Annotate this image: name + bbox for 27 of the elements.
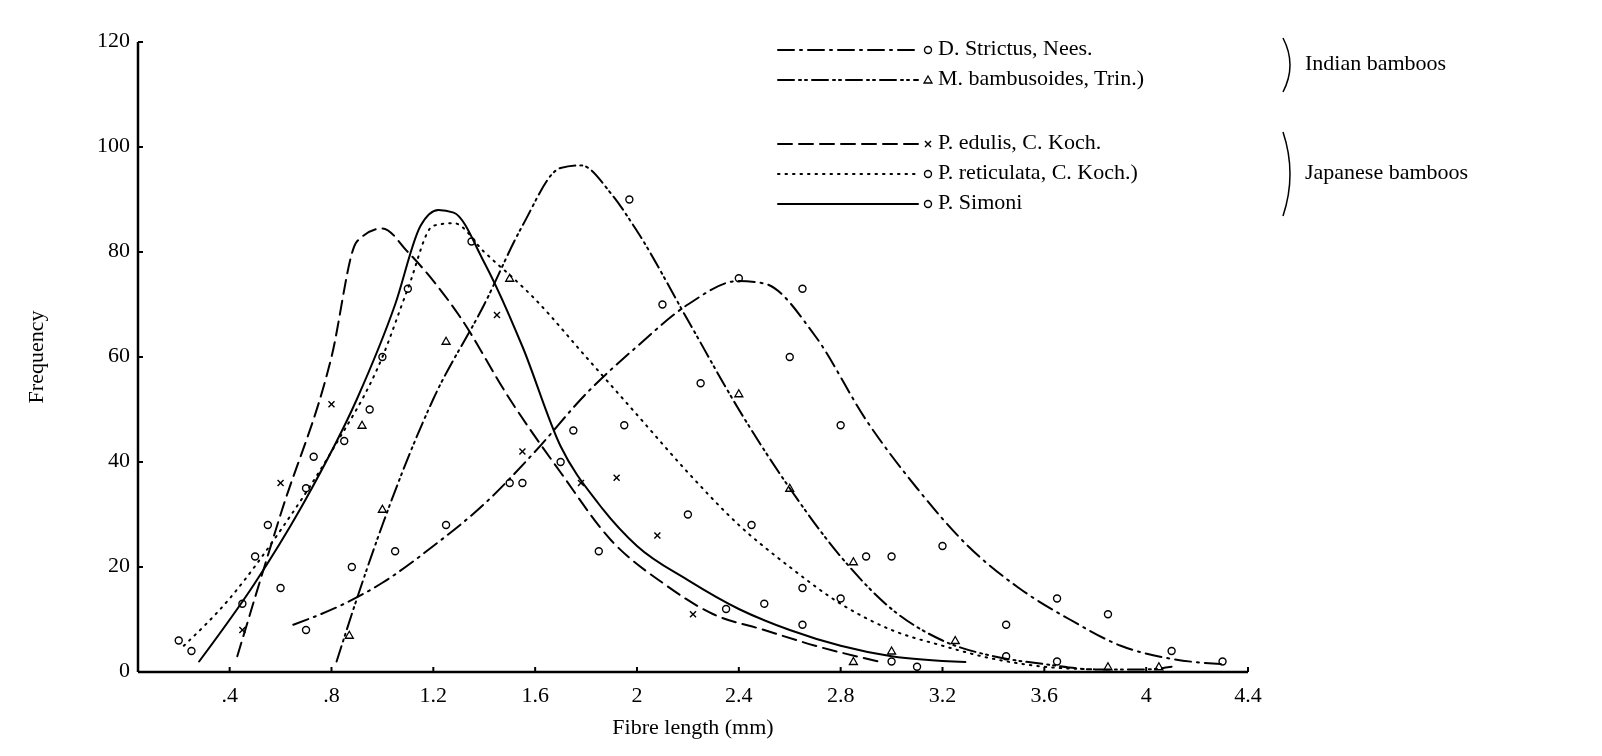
y-tick-label: 0 — [119, 657, 130, 683]
y-tick-label: 100 — [97, 132, 130, 158]
y-tick-label: 80 — [108, 237, 130, 263]
x-tick-label: 1.6 — [521, 682, 549, 707]
x-tick-label: 4.4 — [1234, 682, 1262, 707]
legend-label: M. bambusoides, Trin.) — [938, 65, 1144, 91]
text: Indian bamboos — [1305, 50, 1447, 76]
x-tick-label: 2.8 — [826, 682, 855, 707]
legend-label: P. edulis, C. Koch. — [938, 129, 1102, 155]
x-tick-label: 4 — [1140, 682, 1152, 707]
x-tick-label: 2 — [631, 682, 643, 707]
x-tick-label: .4 — [221, 682, 238, 707]
x-tick-label: 3.6 — [1030, 682, 1059, 707]
y-tick-label: 120 — [97, 27, 130, 53]
y-tick-label: 60 — [108, 342, 130, 368]
x-axis-title: Fibre length (mm) — [612, 714, 774, 739]
x-tick-label: 3.2 — [928, 682, 957, 707]
y-tick-label: 40 — [108, 447, 130, 473]
legend-label: P. reticulata, C. Koch.) — [938, 159, 1138, 185]
legend-label: D. Strictus, Nees. — [938, 35, 1093, 61]
x-tick-label: .8 — [323, 682, 340, 707]
y-tick-label: 20 — [108, 552, 130, 578]
x-tick-label: 2.4 — [725, 682, 753, 707]
text: Japanese bamboos — [1305, 159, 1469, 185]
x-tick-label: 1.2 — [419, 682, 448, 707]
legend-label: P. Simoni — [938, 189, 1023, 215]
y-axis-title: Frequency — [23, 310, 48, 404]
